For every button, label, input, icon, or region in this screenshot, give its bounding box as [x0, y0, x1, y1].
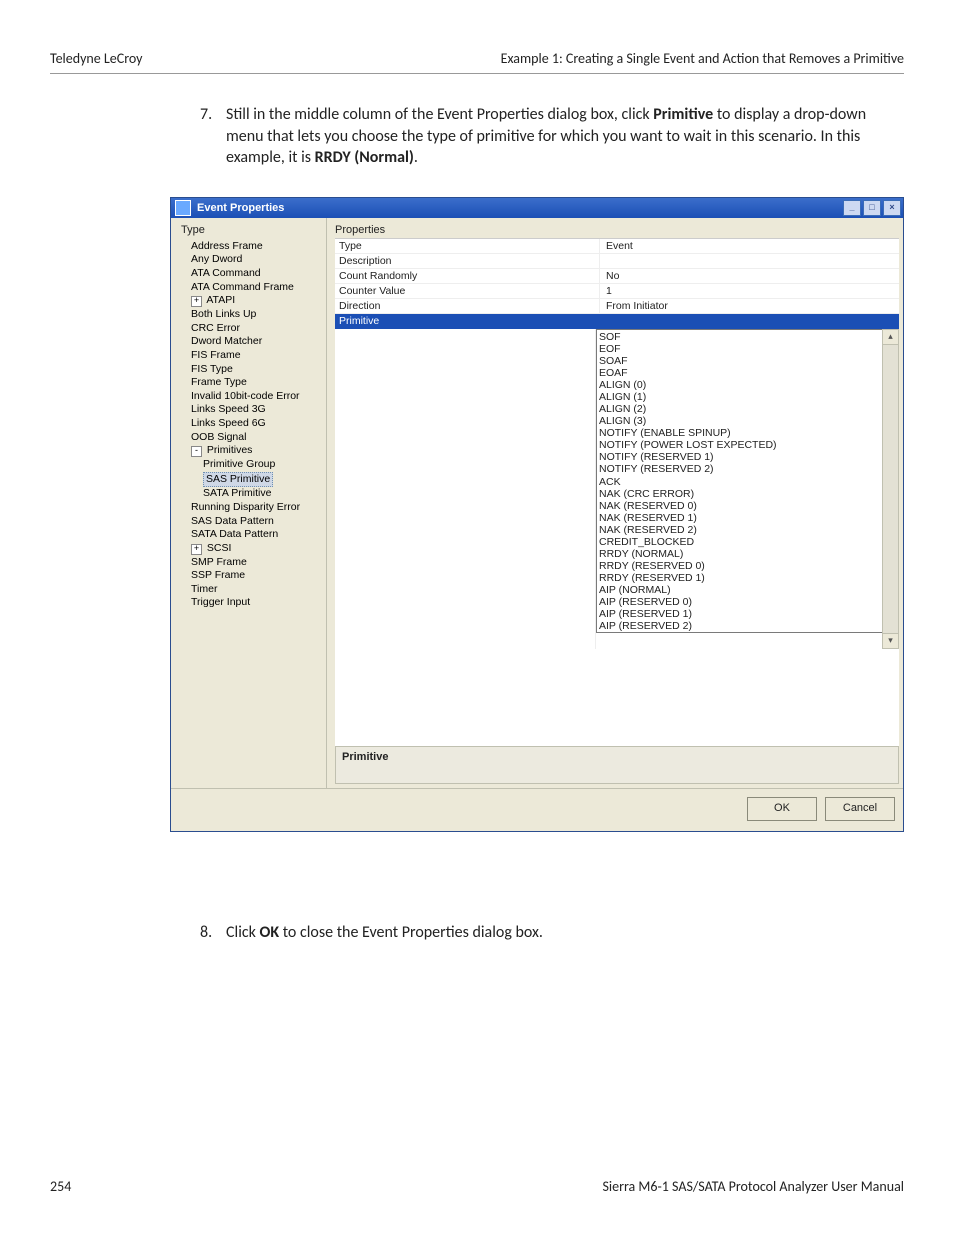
type-panel: Type Address FrameAny DwordATA CommandAT…	[171, 218, 326, 788]
dropdown-option[interactable]: NOTIFY (RESERVED 1)	[599, 451, 880, 463]
dialog-title: Event Properties	[197, 202, 284, 214]
dropdown-option[interactable]: SOAF	[599, 355, 880, 367]
property-row[interactable]: Counter Value1	[335, 284, 899, 299]
properties-grid[interactable]: TypeEventDescriptionCount RandomlyNoCoun…	[335, 238, 899, 329]
property-row[interactable]: DirectionFrom Initiator	[335, 299, 899, 314]
step-7: 7. Still in the middle column of the Eve…	[200, 104, 894, 187]
dialog-footer: OK Cancel	[171, 788, 903, 831]
page-number: 254	[50, 1178, 71, 1195]
dropdown-option[interactable]: AIP (RESERVED 1)	[599, 608, 880, 620]
dropdown-option[interactable]: CREDIT_BLOCKED	[599, 536, 880, 548]
dropdown-option[interactable]: NAK (RESERVED 0)	[599, 500, 880, 512]
tree-item[interactable]: SATA Data Pattern	[181, 528, 318, 542]
dropdown-option[interactable]: NAK (CRC ERROR)	[599, 488, 880, 500]
cancel-button[interactable]: Cancel	[825, 797, 895, 821]
page-header: Teledyne LeCroy Example 1: Creating a Si…	[50, 50, 904, 74]
tree-item[interactable]: + ATAPI	[181, 294, 318, 308]
dropdown-option[interactable]: ALIGN (3)	[599, 415, 880, 427]
dropdown-option[interactable]: AIP (RESERVED 0)	[599, 596, 880, 608]
step-text: Still in the middle column of the Event …	[226, 104, 894, 169]
dropdown-option[interactable]: NOTIFY (ENABLE SPINUP)	[599, 427, 880, 439]
tree-item[interactable]: SSP Frame	[181, 569, 318, 583]
ok-button[interactable]: OK	[747, 797, 817, 821]
tree-item[interactable]: Dword Matcher	[181, 335, 318, 349]
properties-label: Properties	[327, 218, 903, 238]
maximize-icon[interactable]: □	[863, 200, 881, 216]
tree-item[interactable]: Running Disparity Error	[181, 501, 318, 515]
tree-item[interactable]: SMP Frame	[181, 556, 318, 570]
tree-item[interactable]: Both Links Up	[181, 308, 318, 322]
scroll-up-icon[interactable]: ▴	[883, 330, 898, 345]
scrollbar[interactable]: ▴ ▾	[882, 329, 899, 649]
step-text: Click OK to close the Event Properties d…	[226, 922, 543, 944]
minimize-icon[interactable]: _	[843, 200, 861, 216]
dropdown-option[interactable]: NAK (RESERVED 2)	[599, 524, 880, 536]
dropdown-option[interactable]: ALIGN (0)	[599, 379, 880, 391]
tree-item[interactable]: FIS Type	[181, 363, 318, 377]
dropdown-option[interactable]: EOF	[599, 343, 880, 355]
dropdown-option[interactable]: ALIGN (2)	[599, 403, 880, 415]
dropdown-option[interactable]: NOTIFY (RESERVED 2)	[599, 463, 880, 475]
tree-item[interactable]: Links Speed 3G	[181, 403, 318, 417]
dropdown-option[interactable]: RRDY (RESERVED 1)	[599, 572, 880, 584]
tree-item[interactable]: SAS Primitive	[181, 472, 318, 488]
step-8: 8. Click OK to close the Event Propertie…	[200, 922, 894, 962]
scroll-down-icon[interactable]: ▾	[883, 633, 898, 648]
tree-item[interactable]: CRC Error	[181, 322, 318, 336]
description-bar: Primitive	[335, 746, 899, 784]
tree-item[interactable]: SATA Primitive	[181, 487, 318, 501]
dropdown-option[interactable]: RRDY (NORMAL)	[599, 548, 880, 560]
dropdown-option[interactable]: ALIGN (1)	[599, 391, 880, 403]
header-right: Example 1: Creating a Single Event and A…	[501, 50, 904, 67]
tree-item[interactable]: FIS Frame	[181, 349, 318, 363]
primitive-dropdown-list[interactable]: SOFEOFSOAFEOAFALIGN (0)ALIGN (1)ALIGN (2…	[596, 329, 883, 633]
type-tree[interactable]: Address FrameAny DwordATA CommandATA Com…	[181, 240, 318, 610]
tree-item[interactable]: Links Speed 6G	[181, 417, 318, 431]
close-icon[interactable]: ×	[883, 200, 901, 216]
header-left: Teledyne LeCroy	[50, 50, 143, 67]
tree-item[interactable]: Address Frame	[181, 240, 318, 254]
event-properties-dialog-screenshot: Event Properties _ □ × Type Address Fram…	[170, 197, 904, 832]
tree-item[interactable]: SAS Data Pattern	[181, 515, 318, 529]
dialog-icon	[175, 200, 191, 216]
step-number: 7.	[200, 104, 226, 169]
document-page: Teledyne LeCroy Example 1: Creating a Si…	[0, 0, 954, 1235]
tree-item[interactable]: Any Dword	[181, 253, 318, 267]
tree-item[interactable]: Primitive Group	[181, 458, 318, 472]
dropdown-option[interactable]: ACK	[599, 476, 880, 488]
property-row[interactable]: Count RandomlyNo	[335, 269, 899, 284]
properties-panel: Properties TypeEventDescriptionCount Ran…	[326, 218, 903, 788]
tree-item[interactable]: Invalid 10bit-code Error	[181, 390, 318, 404]
dropdown-option[interactable]: AIP (RESERVED 2)	[599, 620, 880, 632]
tree-item[interactable]: + SCSI	[181, 542, 318, 556]
dropdown-option[interactable]: NAK (RESERVED 1)	[599, 512, 880, 524]
dropdown-option[interactable]: SOF	[599, 331, 880, 343]
property-row[interactable]: Primitive	[335, 314, 899, 329]
grid-key-column	[335, 329, 596, 649]
dropdown-option[interactable]: NOTIFY (POWER LOST EXPECTED)	[599, 439, 880, 451]
dropdown-option[interactable]: AIP (NORMAL)	[599, 584, 880, 596]
tree-item[interactable]: Trigger Input	[181, 596, 318, 610]
tree-item[interactable]: - Primitives	[181, 444, 318, 458]
tree-item[interactable]: OOB Signal	[181, 431, 318, 445]
type-label: Type	[181, 224, 318, 236]
tree-item[interactable]: ATA Command	[181, 267, 318, 281]
page-footer: 254 Sierra M6-1 SAS/SATA Protocol Analyz…	[50, 1158, 904, 1195]
step-number: 8.	[200, 922, 226, 944]
footer-right: Sierra M6-1 SAS/SATA Protocol Analyzer U…	[602, 1178, 904, 1195]
tree-item[interactable]: ATA Command Frame	[181, 281, 318, 295]
tree-item[interactable]: Timer	[181, 583, 318, 597]
dialog-titlebar[interactable]: Event Properties _ □ ×	[171, 198, 903, 218]
tree-item[interactable]: Frame Type	[181, 376, 318, 390]
property-row[interactable]: TypeEvent	[335, 239, 899, 254]
dropdown-option[interactable]: RRDY (RESERVED 0)	[599, 560, 880, 572]
dropdown-option[interactable]: EOAF	[599, 367, 880, 379]
property-row[interactable]: Description	[335, 254, 899, 269]
dialog-window: Event Properties _ □ × Type Address Fram…	[170, 197, 904, 832]
